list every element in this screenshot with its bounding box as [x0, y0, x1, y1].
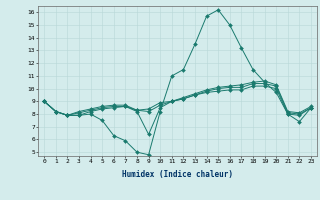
X-axis label: Humidex (Indice chaleur): Humidex (Indice chaleur) [122, 170, 233, 179]
